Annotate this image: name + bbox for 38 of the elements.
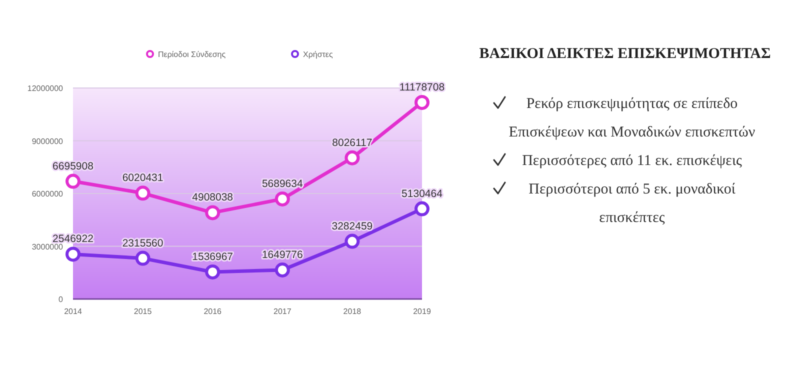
point [66,174,80,189]
point [135,186,150,201]
data-label: 3282459 [332,220,373,232]
x-tick-label: 2018 [343,307,362,316]
legend-label: Χρήστες [303,50,333,59]
data-label: 6020431 [122,172,164,184]
text: Ρεκόρ επισκεψιμότητας σε επίπεδο Επισκέψεων και Μοναδικών επισκεπτών [508,96,756,140]
text: Περισσότερες από 11 εκ. επισκέψεις [522,153,742,169]
y-tick-label: 12000000 [27,84,64,93]
y-tick-label: 6000000 [32,190,64,198]
point [135,250,150,266]
x-tick-label: 2017 [274,307,292,316]
point [205,264,220,280]
data-label: 1649776 [262,248,303,261]
text: ΒΑΣΙΚΟΙ ΔΕΙΚΤΕΣ ΕΠΙΣΚΕΨΙΜΟΤΗΤΑΣ [479,46,771,62]
point [274,191,290,206]
y-tick-label: 0 [58,295,64,304]
text: Περισσότεροι από 5 εκ. μοναδικοί επισκέπτες [528,182,736,226]
point [414,201,430,216]
point [344,234,360,249]
data-label: 2315560 [122,237,164,250]
point [414,94,430,110]
point [344,150,360,166]
point [66,246,80,262]
data-label: 5130464 [402,188,443,200]
data-label: 6695908 [52,160,94,172]
point [205,205,220,220]
x-tick-label: 2015 [134,307,152,316]
data-label: 1536967 [192,250,234,263]
x-tick-label: 2019 [413,307,432,316]
data-label: 4908038 [192,192,234,204]
legend-label: Περίοδοι Σύνδεσης [158,50,226,59]
point [274,262,290,278]
x-tick-label: 2014 [64,307,82,316]
data-label: 11178708 [399,81,445,94]
y-tick-label: 9000000 [32,136,64,146]
data-label: 5689634 [262,178,303,190]
x-tick-label: 2016 [204,307,222,316]
